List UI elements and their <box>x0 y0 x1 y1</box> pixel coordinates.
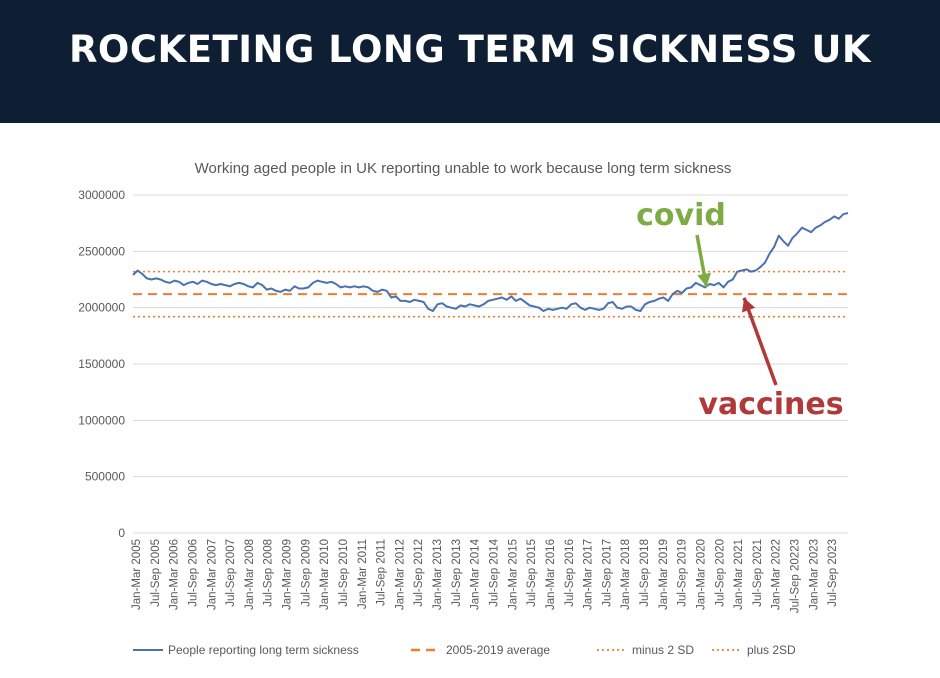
legend-label: 2005-2019 average <box>446 643 550 657</box>
legend: People reporting long term sickness 2005-… <box>133 643 796 657</box>
x-tick-label: Jul-Sep 2013 <box>451 539 463 607</box>
x-tick-label: Jul-Sep 2015 <box>526 539 538 607</box>
series-layer <box>132 212 849 312</box>
x-tick-label: Jan-Mar 2018 <box>620 539 632 610</box>
x-tick-label: Jul-Sep 2023 <box>827 539 839 607</box>
y-tick-label: 2000000 <box>78 301 125 315</box>
gridlines <box>133 194 848 534</box>
x-tick-label: Jan-Mar 2006 <box>169 539 181 610</box>
legend-label: plus 2SD <box>747 643 796 657</box>
y-tick-label: 2500000 <box>78 244 125 258</box>
x-tick-label: Jul-Sep 2006 <box>187 539 199 607</box>
y-tick-label: 1500000 <box>78 357 125 371</box>
x-tick-label: Jul-Sep 2017 <box>601 539 613 607</box>
x-tick-label: Jul-Sep 2009 <box>300 539 312 607</box>
reference-lines <box>133 270 848 318</box>
annotation-vaccines: vaccines <box>698 387 843 422</box>
y-tick-label: 1000000 <box>78 413 125 427</box>
banner-title: ROCKETING LONG TERM SICKNESS UK <box>68 28 872 71</box>
x-tick-label: Jul-Sep 2019 <box>677 539 689 607</box>
y-tick-label: 0 <box>118 526 125 540</box>
legend-label: People reporting long term sickness <box>168 643 359 657</box>
x-tick-label: Jan-Mar 2017 <box>583 539 595 610</box>
title-banner: ROCKETING LONG TERM SICKNESS UK <box>0 0 940 123</box>
x-tick-label: Jul-Sep 2005 <box>150 539 162 607</box>
x-axis: Jan-Mar 2005 Jul-Sep 2005 Jan-Mar 2006 Jul-… <box>131 538 839 613</box>
y-tick-label: 500000 <box>85 470 125 484</box>
x-tick-label: Jan-Mar 2007 <box>206 539 218 610</box>
x-tick-label: Jul-Sep 2011 <box>376 539 388 606</box>
x-tick-label: Jan-Mar 2012 <box>394 539 406 610</box>
x-tick-label: Jul-Sep 2016 <box>564 539 576 607</box>
x-tick-label: Jan-Mar 2019 <box>658 539 670 610</box>
x-tick-label: Jul-Sep 2018 <box>639 539 651 607</box>
x-tick-label: Jul-Sep 2008 <box>263 539 275 607</box>
x-tick-label: Jan-Mar 2010 <box>319 539 331 610</box>
x-tick-label: Jul-Sep 2014 <box>489 538 501 606</box>
x-tick-label: Jan-Mar 2014 <box>470 538 482 610</box>
x-tick-label: Jan-Mar 2013 <box>432 539 444 610</box>
x-tick-label: Jul-Sep 2010 <box>338 539 350 607</box>
covid-arrow-head <box>697 272 712 287</box>
x-tick-label: Jul-Sep 2012 <box>413 539 425 607</box>
x-tick-label: Jan-Mar 2015 <box>507 539 519 610</box>
x-tick-label: Jan-Mar 2009 <box>282 539 294 610</box>
x-tick-label: Jan-Mar 2008 <box>244 539 256 610</box>
x-tick-label: Jul-Sep 20223 <box>790 539 802 613</box>
legend-label: minus 2 SD <box>632 643 694 657</box>
y-axis: 0 500000 1000000 1500000 2000000 2500000 30000… <box>78 188 125 540</box>
x-tick-label: Jan-Mar 2020 <box>695 539 707 610</box>
chart-title: Working aged people in UK reporting unab… <box>195 160 732 177</box>
annotation-covid: covid <box>636 198 726 233</box>
series-line-long-term-sickness <box>132 212 849 312</box>
x-tick-label: Jan-Mar 2023 <box>808 539 820 610</box>
annotations: covid vaccines <box>636 198 843 422</box>
x-tick-label: Jan-Mar 2005 <box>131 539 143 610</box>
vaccines-arrow-shaft <box>742 297 778 386</box>
x-tick-label: Jul-Sep 2021 <box>752 539 764 607</box>
x-tick-label: Jan-Mar 2011 <box>357 539 369 609</box>
x-tick-label: Jan-Mar 2022 <box>771 539 783 610</box>
vaccines-arrow-head <box>742 297 756 313</box>
y-tick-label: 3000000 <box>78 188 125 202</box>
x-tick-label: Jul-Sep 2020 <box>714 539 726 607</box>
x-tick-label: Jul-Sep 2007 <box>225 539 237 607</box>
x-tick-label: Jan-Mar 2016 <box>545 539 557 610</box>
x-tick-label: Jan-Mar 2021 <box>733 539 745 610</box>
line-chart: Working aged people in UK reporting unab… <box>78 160 849 657</box>
